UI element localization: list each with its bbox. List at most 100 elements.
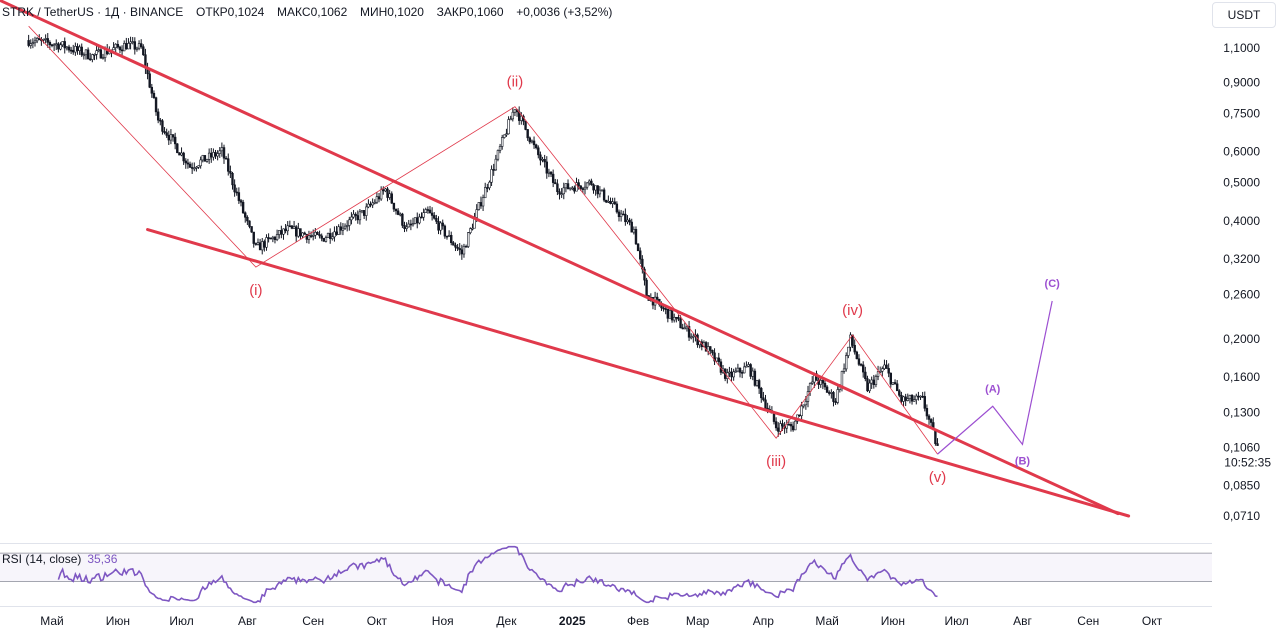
candle-body bbox=[405, 226, 408, 229]
candle-body bbox=[575, 182, 578, 192]
symbol-name[interactable]: STRK / TetherUS · 1Д · BINANCE bbox=[2, 5, 184, 19]
candle-body bbox=[467, 232, 470, 247]
candle-body bbox=[52, 44, 56, 47]
time-tick-label: Авг bbox=[1013, 614, 1032, 628]
candle-body bbox=[615, 203, 619, 213]
candle-body bbox=[534, 144, 538, 149]
candle-body bbox=[163, 131, 166, 133]
candle-body bbox=[562, 187, 565, 195]
candle-body bbox=[288, 225, 292, 228]
candle-body bbox=[609, 200, 612, 204]
candle-body bbox=[123, 43, 126, 52]
candle-body bbox=[286, 225, 289, 232]
candle-body bbox=[239, 200, 243, 203]
price-tick-label: 0,2600 bbox=[1223, 287, 1260, 301]
candle-body bbox=[218, 150, 221, 154]
candle-body bbox=[454, 244, 457, 248]
candle-body bbox=[868, 382, 871, 392]
wave-label: (v) bbox=[929, 469, 947, 486]
candle-body bbox=[585, 182, 589, 188]
candle-body bbox=[445, 235, 449, 238]
candle-body bbox=[462, 245, 466, 255]
candle-body bbox=[356, 215, 359, 221]
candle-body bbox=[825, 386, 829, 393]
candle-body bbox=[464, 245, 468, 248]
candle-body bbox=[379, 189, 383, 200]
candle-body bbox=[683, 327, 687, 330]
time-tick-label: Июн bbox=[106, 614, 130, 628]
projection-label: (B) bbox=[1015, 455, 1031, 467]
candle-body bbox=[823, 382, 827, 388]
candle-body bbox=[426, 209, 430, 211]
candle-body bbox=[908, 394, 912, 399]
candle-body bbox=[460, 249, 464, 255]
candle-body bbox=[212, 152, 215, 158]
time-tick-label: Апр bbox=[753, 614, 775, 628]
candle-body bbox=[687, 326, 691, 338]
candle-body bbox=[745, 365, 748, 368]
candle-body bbox=[800, 405, 803, 417]
candle-body bbox=[390, 193, 393, 204]
candle-body bbox=[114, 43, 117, 48]
candle-body bbox=[118, 46, 122, 51]
candle-body bbox=[384, 188, 387, 192]
price-tick-label: 0,9000 bbox=[1223, 75, 1260, 89]
candle-body bbox=[511, 111, 515, 120]
time-tick-label: Сен bbox=[1077, 614, 1099, 628]
currency-button[interactable]: USDT bbox=[1212, 2, 1276, 28]
candle-body bbox=[849, 334, 852, 348]
candle-body bbox=[205, 159, 209, 162]
low-value: МИН0,1020 bbox=[359, 5, 424, 19]
candle-body bbox=[887, 368, 890, 374]
candle-body bbox=[57, 43, 60, 50]
candle-body bbox=[706, 346, 710, 352]
candle-body bbox=[258, 242, 262, 251]
rsi-legend[interactable]: RSI (14, close) 35,36 bbox=[2, 552, 117, 566]
candle-body bbox=[840, 371, 844, 387]
price-tick-label: 0,0710 bbox=[1223, 509, 1260, 523]
time-tick-label: Фев bbox=[627, 614, 649, 628]
candle-body bbox=[74, 46, 77, 53]
rsi-line bbox=[57, 545, 938, 604]
candle-body bbox=[437, 221, 440, 231]
candle-body bbox=[755, 380, 759, 386]
time-tick-label: Ноя bbox=[432, 614, 454, 628]
candle-body bbox=[622, 213, 625, 216]
candle-body bbox=[182, 152, 185, 162]
candle-body bbox=[237, 192, 241, 201]
candle-body bbox=[377, 196, 381, 200]
candle-body bbox=[539, 154, 542, 161]
candle-body bbox=[341, 227, 345, 231]
candle-body bbox=[369, 203, 372, 206]
candle-body bbox=[611, 201, 614, 204]
candle-body bbox=[864, 371, 867, 380]
wave-label: (iii) bbox=[766, 453, 786, 470]
candle-body bbox=[779, 423, 782, 432]
candle-body bbox=[547, 171, 551, 174]
candle-body bbox=[273, 236, 277, 240]
candle-body bbox=[936, 443, 939, 446]
candle-body bbox=[267, 237, 270, 239]
candle-body bbox=[568, 187, 572, 190]
candle-body bbox=[619, 213, 623, 218]
candle-body bbox=[828, 392, 831, 394]
candle-body bbox=[46, 38, 49, 43]
candle-body bbox=[295, 226, 298, 237]
candle-body bbox=[917, 395, 920, 398]
candle-body bbox=[590, 180, 593, 185]
candle-body bbox=[150, 86, 154, 94]
candle-body bbox=[456, 246, 459, 249]
candle-body bbox=[396, 210, 400, 215]
candle-body bbox=[322, 237, 326, 242]
candle-body bbox=[348, 219, 351, 226]
candle-body bbox=[186, 162, 190, 165]
candle-body bbox=[433, 215, 436, 219]
candle-body bbox=[250, 226, 253, 233]
candle-body bbox=[830, 392, 833, 394]
candle-body bbox=[152, 92, 156, 99]
candle-body bbox=[411, 223, 415, 226]
projection-label: (C) bbox=[1045, 278, 1061, 290]
candle-body bbox=[673, 316, 676, 321]
candle-body bbox=[91, 54, 94, 60]
